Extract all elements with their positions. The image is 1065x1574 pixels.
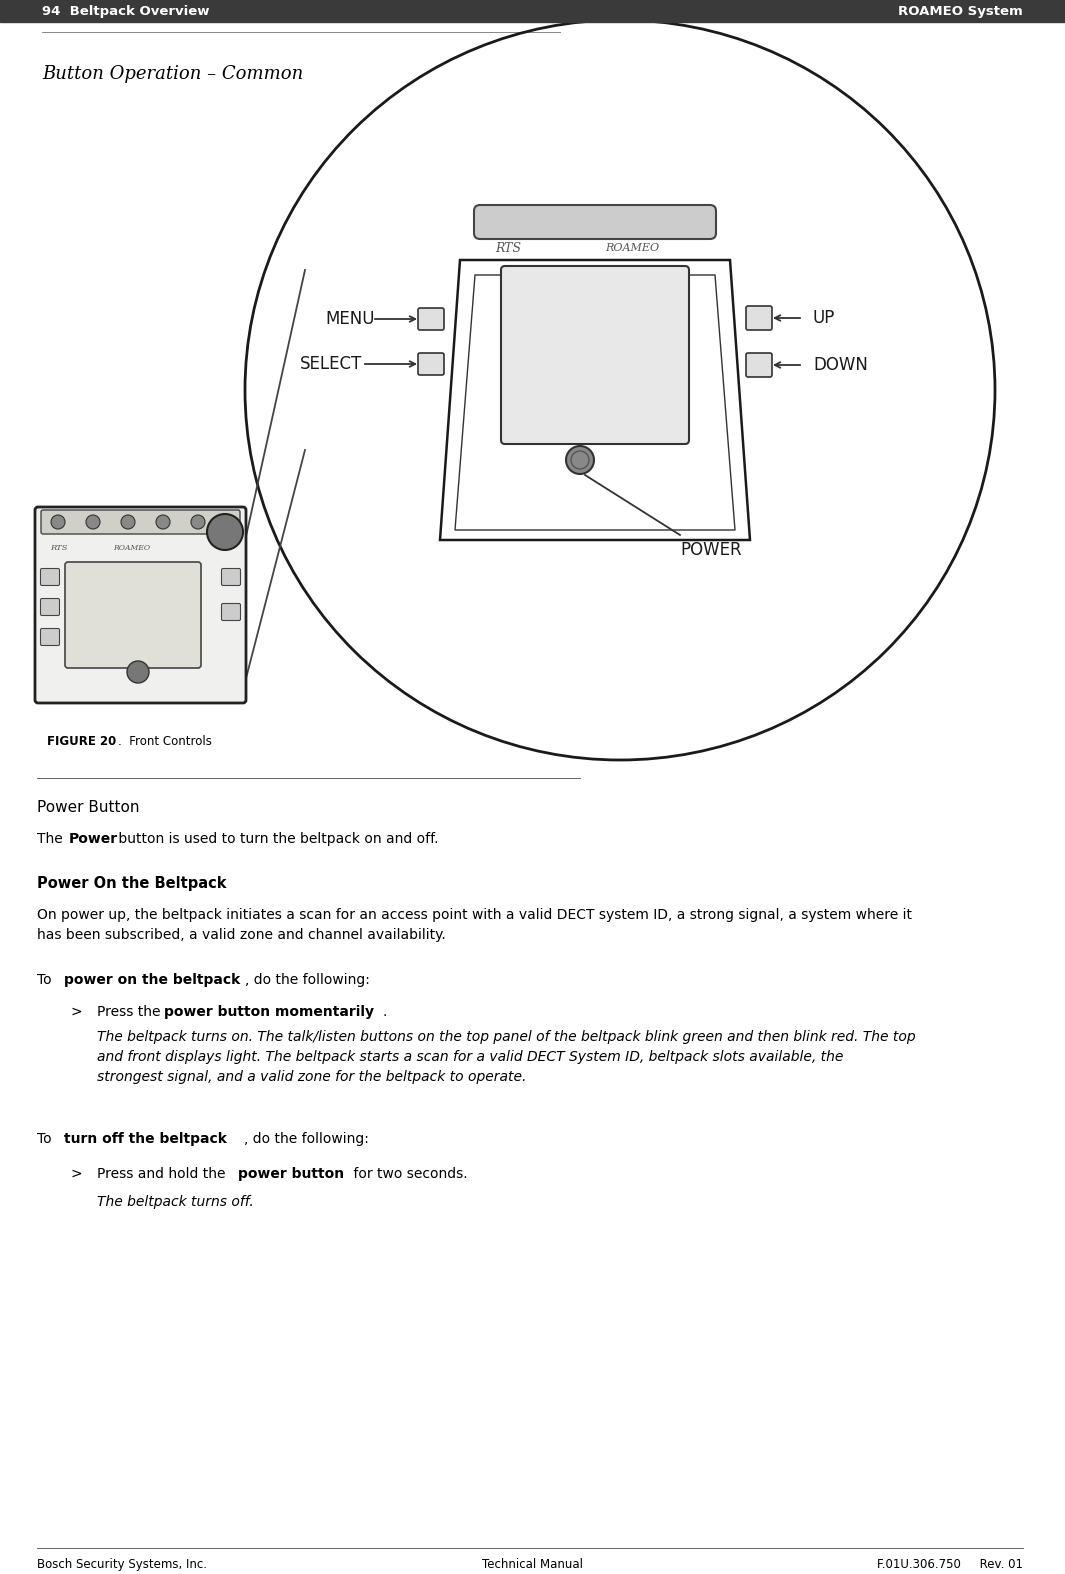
- Text: Power Button: Power Button: [37, 800, 140, 815]
- Text: power button momentarily: power button momentarily: [164, 1006, 374, 1018]
- Text: RTS: RTS: [495, 241, 521, 255]
- Text: The beltpack turns off.: The beltpack turns off.: [97, 1195, 253, 1209]
- Text: DOWN: DOWN: [813, 356, 868, 375]
- Text: ROAMEO: ROAMEO: [113, 545, 150, 552]
- Text: Button Operation – Common: Button Operation – Common: [42, 65, 304, 83]
- Text: On power up, the beltpack initiates a scan for an access point with a valid DECT: On power up, the beltpack initiates a sc…: [37, 908, 912, 943]
- Text: , do the following:: , do the following:: [244, 1132, 368, 1146]
- Circle shape: [127, 661, 149, 683]
- Text: >: >: [70, 1006, 82, 1018]
- Text: .: .: [382, 1006, 387, 1018]
- Circle shape: [121, 515, 135, 529]
- Text: Power: Power: [69, 833, 118, 845]
- Text: To: To: [37, 1132, 56, 1146]
- FancyBboxPatch shape: [40, 568, 60, 586]
- Circle shape: [51, 515, 65, 529]
- Text: >: >: [70, 1166, 82, 1180]
- Text: Press the: Press the: [97, 1006, 165, 1018]
- Circle shape: [155, 515, 170, 529]
- Circle shape: [191, 515, 204, 529]
- FancyBboxPatch shape: [222, 603, 241, 620]
- FancyBboxPatch shape: [417, 353, 444, 375]
- Text: for two seconds.: for two seconds.: [349, 1166, 468, 1180]
- Text: FIGURE 20: FIGURE 20: [47, 735, 116, 748]
- Text: MENU: MENU: [325, 310, 375, 327]
- Text: 94  Beltpack Overview: 94 Beltpack Overview: [42, 5, 210, 17]
- FancyBboxPatch shape: [40, 628, 60, 645]
- Text: ROAMEO System: ROAMEO System: [898, 5, 1023, 17]
- FancyBboxPatch shape: [501, 266, 689, 444]
- Text: To: To: [37, 973, 56, 987]
- Text: The: The: [37, 833, 67, 845]
- Text: Technical Manual: Technical Manual: [481, 1558, 583, 1571]
- Text: The beltpack turns on. The talk/listen buttons on the top panel of the beltpack : The beltpack turns on. The talk/listen b…: [97, 1029, 916, 1084]
- Text: Power On the Beltpack: Power On the Beltpack: [37, 877, 227, 891]
- Text: Bosch Security Systems, Inc.: Bosch Security Systems, Inc.: [37, 1558, 207, 1571]
- FancyBboxPatch shape: [474, 205, 716, 239]
- FancyBboxPatch shape: [40, 510, 240, 534]
- Text: ROAMEO: ROAMEO: [605, 242, 659, 253]
- Text: RTS: RTS: [50, 545, 67, 552]
- Bar: [0, 0, 1065, 22]
- Text: power button: power button: [237, 1166, 344, 1180]
- Text: Press and hold the: Press and hold the: [97, 1166, 230, 1180]
- Text: .  Front Controls: . Front Controls: [118, 735, 212, 748]
- Text: button is used to turn the beltpack on and off.: button is used to turn the beltpack on a…: [114, 833, 439, 845]
- FancyBboxPatch shape: [417, 309, 444, 331]
- FancyBboxPatch shape: [40, 598, 60, 615]
- FancyBboxPatch shape: [35, 507, 246, 704]
- Text: turn off the beltpack: turn off the beltpack: [64, 1132, 227, 1146]
- Text: SELECT: SELECT: [300, 356, 362, 373]
- Circle shape: [207, 515, 243, 549]
- FancyBboxPatch shape: [222, 568, 241, 586]
- Circle shape: [566, 445, 594, 474]
- FancyBboxPatch shape: [65, 562, 201, 667]
- FancyBboxPatch shape: [746, 353, 772, 378]
- Text: power on the beltpack: power on the beltpack: [64, 973, 241, 987]
- FancyBboxPatch shape: [746, 305, 772, 331]
- Text: UP: UP: [813, 309, 835, 327]
- Circle shape: [86, 515, 100, 529]
- Text: , do the following:: , do the following:: [245, 973, 370, 987]
- Text: POWER: POWER: [679, 541, 741, 559]
- Text: F.01U.306.750     Rev. 01: F.01U.306.750 Rev. 01: [876, 1558, 1023, 1571]
